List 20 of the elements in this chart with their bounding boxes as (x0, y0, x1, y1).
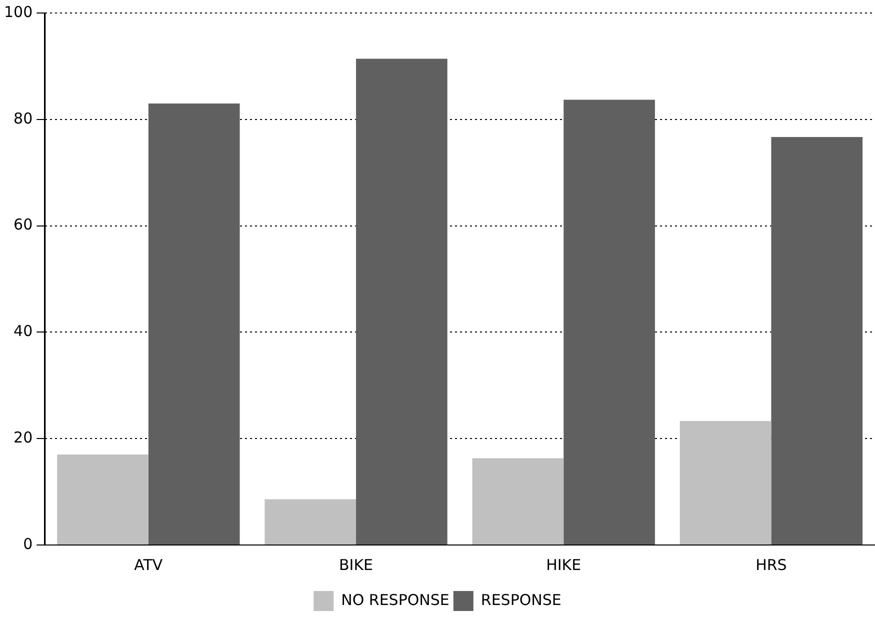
bar (472, 458, 564, 544)
y-tick-label: 60 (14, 216, 33, 234)
x-tick-label: HIKE (546, 556, 582, 574)
x-tick-label: BIKE (339, 556, 374, 574)
bar (264, 499, 356, 544)
x-tick-label: ATV (134, 556, 164, 574)
x-tick-label: HRS (756, 556, 787, 574)
y-tick-label: 20 (14, 428, 33, 446)
legend-label: NO RESPONSE (341, 590, 450, 609)
y-tick-label: 40 (14, 322, 33, 340)
bar (356, 58, 448, 544)
y-tick-label: 100 (4, 2, 33, 21)
bar (771, 136, 863, 544)
legend-label: RESPONSE (480, 590, 562, 609)
bar (148, 103, 240, 544)
y-tick-label: 0 (23, 534, 33, 553)
y-tick-label: 80 (14, 109, 33, 128)
bar (57, 454, 148, 544)
bar (564, 100, 655, 544)
bar (680, 421, 772, 544)
